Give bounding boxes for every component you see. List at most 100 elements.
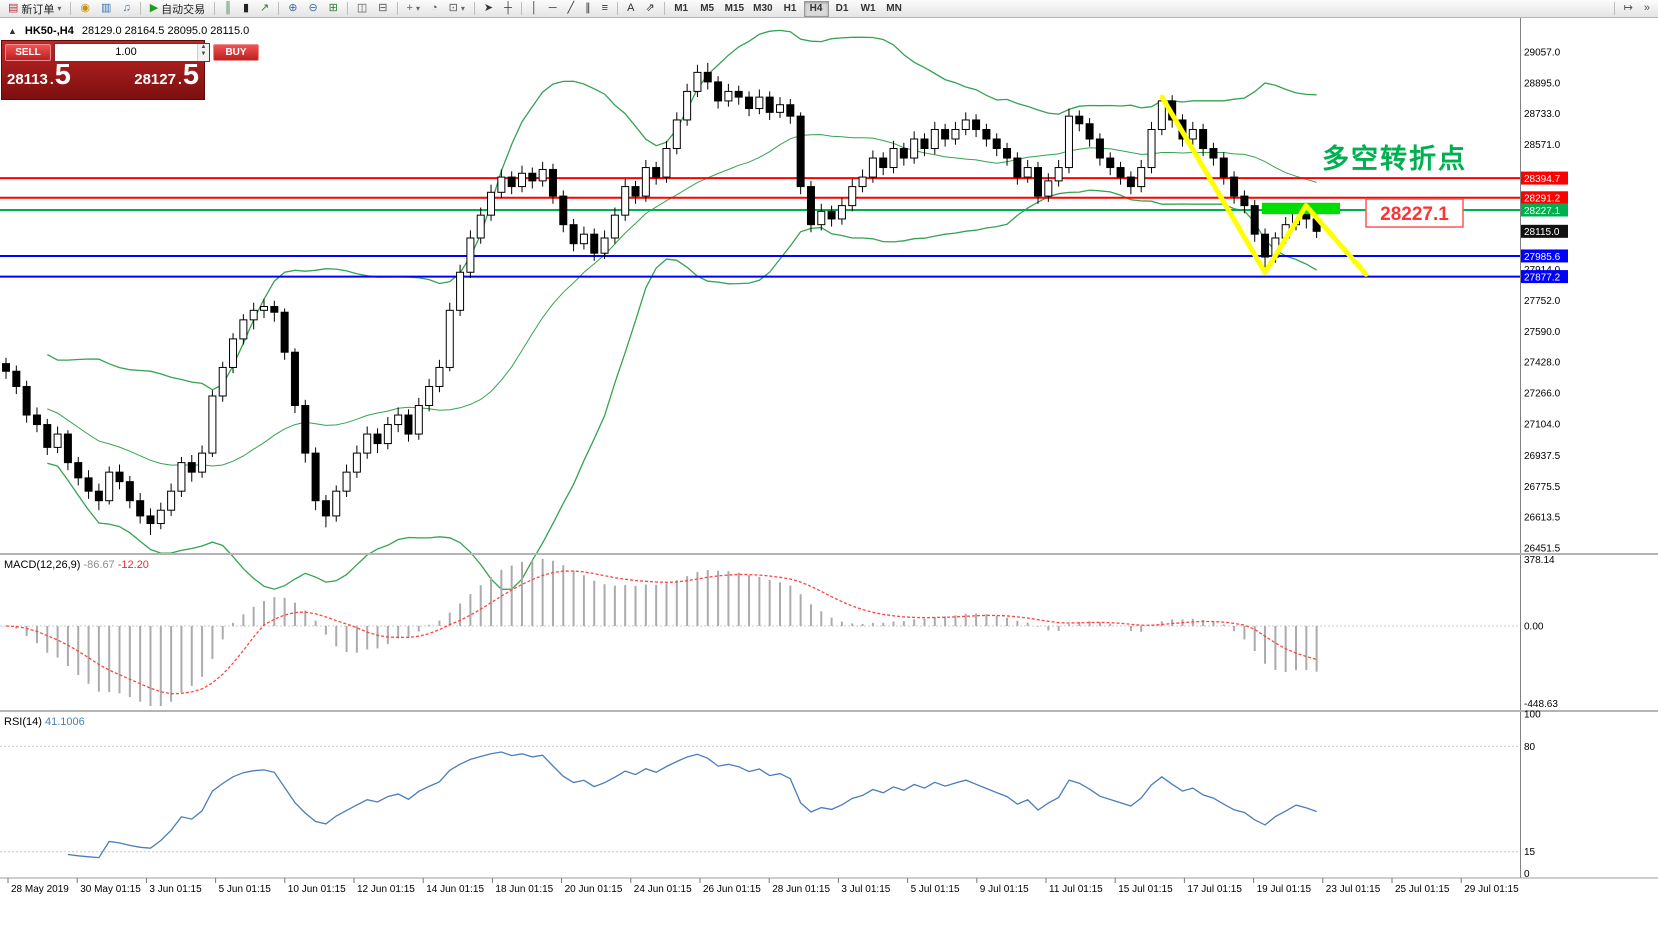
price-badge-label: 27985.6 bbox=[1524, 252, 1561, 263]
toolbar-separator bbox=[663, 2, 665, 15]
rsi-line bbox=[67, 751, 1317, 859]
tile-windows-icon[interactable]: ⊞ bbox=[324, 1, 343, 17]
price-grid-label: 28895.0 bbox=[1524, 78, 1561, 89]
timeframe-m1-button[interactable]: M1 bbox=[669, 1, 694, 17]
sell-button[interactable]: SELL bbox=[5, 43, 51, 61]
candles bbox=[2, 62, 1321, 535]
highlight-box[interactable] bbox=[1262, 202, 1340, 215]
price-axis[interactable]: 29057.028895.028733.028571.027914.027752… bbox=[1521, 48, 1568, 555]
timeframe-w1-button[interactable]: W1 bbox=[856, 1, 881, 17]
medal-icon[interactable]: ◉ bbox=[75, 1, 95, 17]
date-label: 3 Jun 01:15 bbox=[149, 884, 202, 895]
price-grid-label: 27428.0 bbox=[1524, 358, 1561, 369]
macd-panel-label: MACD(12,26,9) -86.67 -12.20 bbox=[4, 559, 149, 571]
one-click-collapse-icon[interactable]: ▲ bbox=[8, 26, 17, 36]
date-label: 24 Jun 01:15 bbox=[634, 884, 692, 895]
autotrading-button[interactable]: ▶ 自动交易 bbox=[145, 1, 210, 17]
zoom-out-icon[interactable]: ⊖ bbox=[303, 1, 322, 17]
price-badge bbox=[1521, 171, 1568, 185]
bollinger-upper-band bbox=[46, 29, 1317, 391]
chart-canvas[interactable]: 28227.1 多空转折点 29057.0 28895.0 28733.0 28571.0… bbox=[0, 18, 1658, 947]
panel-splitter[interactable] bbox=[0, 553, 1658, 555]
chart-shift-icon[interactable]: ↦ bbox=[1619, 1, 1638, 17]
zoom-in-icon[interactable]: ⊕ bbox=[283, 1, 302, 17]
chart-window-icon[interactable]: ▥ bbox=[96, 1, 116, 17]
announcement-icon[interactable]: ♫ bbox=[117, 1, 135, 17]
date-label: 9 Jul 01:15 bbox=[980, 884, 1029, 895]
new-chart-icon[interactable]: + ▾ bbox=[402, 1, 425, 17]
bar-chart-icon[interactable]: ║ bbox=[219, 1, 237, 17]
toolbar-separator bbox=[520, 2, 522, 15]
date-label: 28 Jun 01:15 bbox=[772, 884, 830, 895]
date-label: 20 Jun 01:15 bbox=[565, 884, 623, 895]
auto-scroll-icon[interactable]: » bbox=[1639, 1, 1655, 17]
timeframe-m5-button[interactable]: M5 bbox=[695, 1, 720, 17]
toolbar-separator bbox=[346, 2, 348, 15]
volume-input[interactable] bbox=[55, 43, 197, 61]
timeframe-d1-button[interactable]: D1 bbox=[830, 1, 855, 17]
line-chart-icon[interactable]: ↗ bbox=[255, 1, 274, 17]
price-badge-label: 27877.2 bbox=[1524, 272, 1561, 283]
date-label: 30 May 01:15 bbox=[80, 884, 141, 895]
panel-splitter[interactable] bbox=[0, 710, 1658, 712]
macd-signal-line bbox=[5, 570, 1317, 695]
price-grid-label: 27590.0 bbox=[1524, 327, 1561, 338]
timeframe-mn-button[interactable]: MN bbox=[882, 1, 907, 17]
timeframe-h4-button[interactable]: H4 bbox=[803, 0, 829, 17]
text-label-icon[interactable]: A bbox=[622, 1, 639, 17]
volume-up-icon[interactable]: ▲ bbox=[200, 43, 207, 50]
vertical-line-icon[interactable]: │ bbox=[526, 1, 543, 17]
price-grid-label: 29057.0 bbox=[1524, 48, 1561, 59]
fibonacci-icon[interactable]: ≡ bbox=[597, 1, 613, 17]
toolbar-separator bbox=[139, 2, 141, 15]
channel-icon[interactable]: ∥ bbox=[580, 1, 596, 17]
date-label: 3 Jul 01:15 bbox=[841, 884, 890, 895]
timeframe-h1-button[interactable]: H1 bbox=[778, 1, 803, 17]
arrow-object-icon[interactable]: ⇗ bbox=[640, 1, 659, 17]
macd-scale-label: 0.00 bbox=[1524, 622, 1544, 633]
toolbar-separator bbox=[617, 2, 619, 15]
price-badge bbox=[1521, 224, 1568, 238]
toolbar-separator bbox=[1613, 2, 1615, 15]
timeframe-m15-button[interactable]: M15 bbox=[721, 1, 748, 17]
price-grid-label: 26937.5 bbox=[1524, 451, 1561, 462]
cascade-windows-icon[interactable]: ◫ bbox=[352, 1, 372, 17]
toolbar-separator bbox=[278, 2, 280, 15]
buy-button[interactable]: BUY bbox=[213, 43, 259, 61]
trendline-icon[interactable]: ╱ bbox=[563, 1, 580, 17]
horizontal-line-icon[interactable]: ─ bbox=[544, 1, 562, 17]
candlestick-chart-icon[interactable]: ▮ bbox=[238, 1, 254, 17]
toolbar-separator bbox=[70, 2, 72, 15]
price-callout-text[interactable]: 28227.1 bbox=[1380, 204, 1449, 225]
bollinger-lower-band bbox=[47, 189, 1317, 590]
date-label: 25 Jul 01:15 bbox=[1395, 884, 1450, 895]
indicators-icon[interactable]: ⊡ ▾ bbox=[444, 1, 470, 17]
one-click-trading-panel: SELL ▲ ▼ BUY 28113.5 28127.5 bbox=[1, 40, 259, 100]
time-axis[interactable]: 28 May 2019 30 May 01:15 3 Jun 01:15 5 Jun … bbox=[0, 877, 1658, 895]
cursor-icon[interactable]: ➤ bbox=[479, 1, 498, 17]
cn-annotation-text[interactable]: 多空转折点 bbox=[1322, 143, 1467, 174]
date-label: 11 Jul 01:15 bbox=[1049, 884, 1103, 895]
new-order-button[interactable]: ▤ 新订单 ▾ bbox=[3, 1, 66, 17]
price-badge-label: 28227.1 bbox=[1524, 206, 1561, 217]
tile-vertically-icon[interactable]: ⊟ bbox=[373, 1, 392, 17]
price-callout-box[interactable] bbox=[1365, 198, 1464, 228]
date-label: 14 Jun 01:15 bbox=[426, 884, 484, 895]
toolbar-separator bbox=[214, 2, 216, 15]
rsi-panel-label: RSI(14) 41.1006 bbox=[4, 716, 85, 728]
volume-down-icon[interactable]: ▼ bbox=[200, 50, 207, 57]
symbol-title: HK50-,H4 bbox=[24, 25, 74, 37]
price-badge bbox=[1521, 270, 1568, 284]
sell-price: 28113. 5 bbox=[7, 59, 71, 91]
date-label: 23 Jul 01:15 bbox=[1326, 884, 1381, 895]
price-grid-label: 27266.0 bbox=[1524, 388, 1561, 399]
trend-annotation-line[interactable] bbox=[1159, 94, 1369, 277]
price-grid-label: 26451.5 bbox=[1524, 544, 1561, 555]
timeframe-m30-button[interactable]: M30 bbox=[749, 1, 776, 17]
crosshair-icon[interactable]: ┼ bbox=[499, 1, 517, 17]
period-clock-icon[interactable]: ◔ bbox=[426, 1, 443, 17]
price-grid-label: 27752.0 bbox=[1524, 296, 1561, 307]
toolbar-separator bbox=[396, 2, 398, 15]
rsi-scale-label: 15 bbox=[1524, 847, 1536, 858]
price-badge-label: 28394.7 bbox=[1524, 174, 1561, 185]
